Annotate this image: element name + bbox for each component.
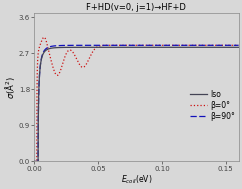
β=0°	[68, 49, 71, 51]
Iso	[56, 46, 59, 49]
β=0°	[111, 44, 114, 46]
β=90°	[111, 44, 114, 46]
Iso	[237, 46, 240, 48]
Iso	[233, 46, 236, 48]
β=90°	[237, 44, 240, 46]
Legend: Iso, β=0°, β=90°: Iso, β=0°, β=90°	[190, 90, 235, 121]
X-axis label: $E_{coll}$(eV): $E_{coll}$(eV)	[121, 173, 152, 186]
Iso	[120, 46, 123, 48]
Line: β=90°: β=90°	[34, 45, 239, 161]
β=0°	[237, 44, 240, 46]
β=90°	[68, 44, 71, 46]
β=0°	[120, 44, 123, 46]
β=0°	[211, 44, 214, 46]
β=90°	[233, 44, 236, 46]
β=90°	[56, 45, 59, 47]
Iso	[111, 46, 114, 48]
β=0°	[33, 160, 36, 163]
β=90°	[211, 44, 214, 46]
Line: Iso: Iso	[34, 47, 239, 161]
Iso	[211, 46, 214, 48]
β=0°	[233, 44, 236, 46]
Line: β=0°: β=0°	[34, 37, 239, 161]
β=0°	[56, 74, 59, 76]
Iso	[68, 46, 71, 49]
β=90°	[120, 44, 123, 46]
Y-axis label: $\sigma$(Å$^2$): $\sigma$(Å$^2$)	[3, 76, 17, 99]
β=0°	[43, 36, 45, 38]
Title: F+HD(v=0, j=1)→HF+D: F+HD(v=0, j=1)→HF+D	[86, 3, 186, 12]
Iso	[33, 160, 36, 163]
β=90°	[33, 160, 36, 163]
